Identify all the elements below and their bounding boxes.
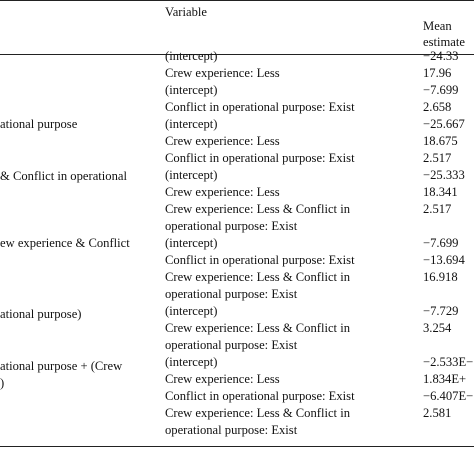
variable-cell: operational purpose: Exist [165,423,298,437]
variable-cell: (intercept) [165,355,218,369]
variable-cell: Crew experience: Less [165,66,280,80]
model-label: ational purpose) [0,307,82,321]
variable-cell: (intercept) [165,49,218,63]
variable-cell: Crew experience: Less & Conflict in [165,406,351,420]
variable-cell: Conflict in operational purpose: Exist [165,389,355,403]
variable-cell: Conflict in operational purpose: Exist [165,151,355,165]
variable-cell: Crew experience: Less & Conflict in [165,270,351,284]
mean-cell: −25.333 [423,168,465,182]
variable-cell: Crew experience: Less & Conflict in [165,321,351,335]
variable-cell: (intercept) [165,236,218,250]
mean-cell: −24.33 [423,49,459,63]
header-variable: Variable [165,5,207,19]
model-label: ) [0,376,5,390]
mean-cell: 16.918 [423,270,458,284]
model-label: ational purpose + (Crew [0,359,123,373]
variable-cell: (intercept) [165,117,218,131]
variable-cell: operational purpose: Exist [165,219,298,233]
bottom-rule [0,446,474,447]
mean-cell: 2.517 [423,151,452,165]
mean-cell: −2.533E− [423,355,474,369]
variable-cell: operational purpose: Exist [165,338,298,352]
variable-cell: operational purpose: Exist [165,287,298,301]
mean-cell: −7.699 [423,83,459,97]
top-rule [0,0,474,1]
mean-cell: −6.407E− [423,389,474,403]
model-label: ew experience & Conflict [0,236,130,250]
mean-cell: 2.581 [423,406,452,420]
mean-cell: −25.667 [423,117,465,131]
variable-cell: (intercept) [165,168,218,182]
header-rule [0,54,474,55]
mean-cell: −7.729 [423,304,459,318]
mean-cell: 2.517 [423,202,452,216]
header-mean-line2: estimate [423,35,465,49]
header-mean-line1: Mean [423,19,452,33]
mean-cell: 2.658 [423,100,452,114]
mean-cell: −13.694 [423,253,465,267]
variable-cell: Crew experience: Less & Conflict in [165,202,351,216]
variable-cell: Crew experience: Less [165,372,280,386]
mean-cell: 3.254 [423,321,452,335]
mean-cell: 1.834E+ [423,372,467,386]
variable-cell: Crew experience: Less [165,185,280,199]
mean-cell: −7.699 [423,236,459,250]
variable-cell: Crew experience: Less [165,134,280,148]
mean-cell: 18.341 [423,185,458,199]
variable-cell: (intercept) [165,83,218,97]
model-label: & Conflict in operational [0,169,127,183]
model-label: ational purpose [0,117,78,131]
variable-cell: Conflict in operational purpose: Exist [165,100,355,114]
mean-cell: 17.96 [423,66,452,80]
variable-cell: (intercept) [165,304,218,318]
variable-cell: Conflict in operational purpose: Exist [165,253,355,267]
mean-cell: 18.675 [423,134,458,148]
